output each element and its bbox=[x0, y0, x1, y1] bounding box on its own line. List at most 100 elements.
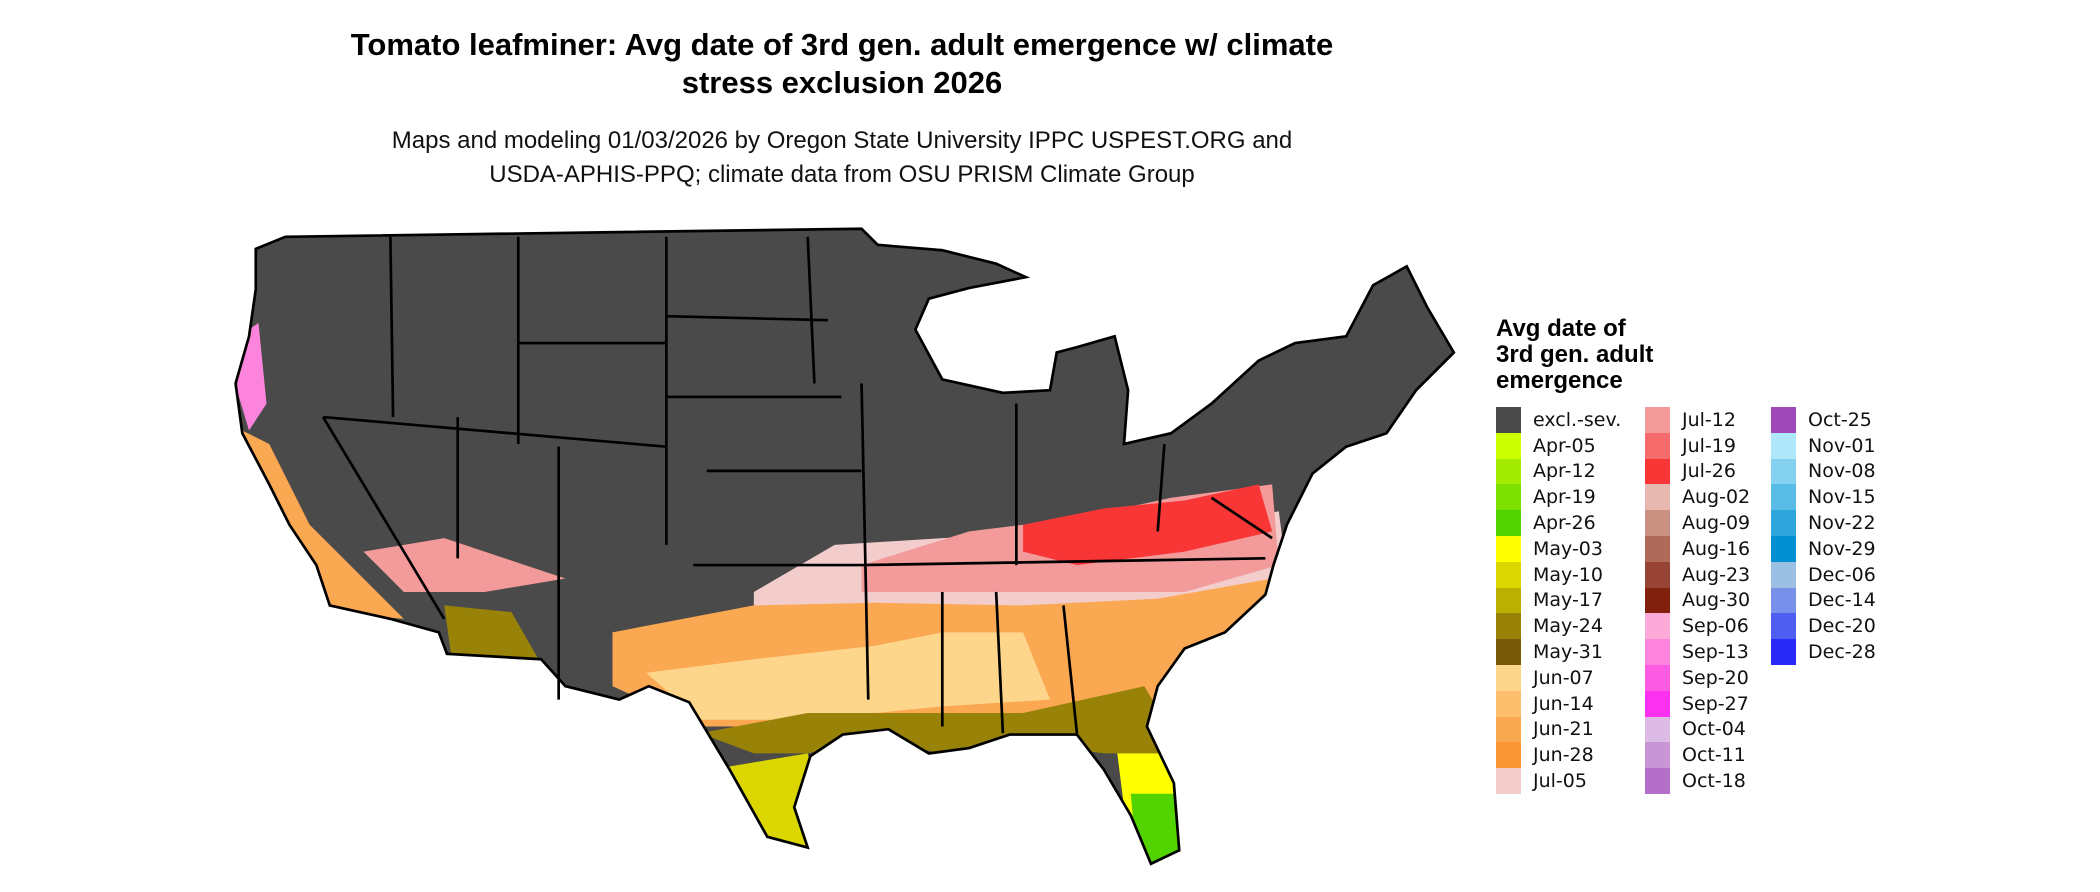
map-title-line-1: Tomato leafminer: Avg date of 3rd gen. a… bbox=[350, 27, 1334, 62]
legend-item: May-17 bbox=[1496, 587, 1621, 614]
legend-swatch bbox=[1645, 716, 1670, 743]
legend-item: Jul-05 bbox=[1496, 768, 1621, 794]
map-subtitle-line-2: USDA-APHIS-PPQ; climate data from OSU PR… bbox=[489, 161, 1195, 188]
legend-label: Jul-12 bbox=[1682, 408, 1736, 431]
legend-swatch bbox=[1645, 664, 1670, 691]
map-subtitle: Maps and modeling 01/03/2026 by Oregon S… bbox=[0, 124, 1684, 192]
legend-label: Aug-16 bbox=[1682, 537, 1751, 560]
legend-label: Apr-26 bbox=[1533, 512, 1596, 535]
legend-swatch bbox=[1645, 768, 1670, 794]
legend-label: Aug-02 bbox=[1682, 486, 1751, 509]
legend-item: excl.-sev. bbox=[1496, 407, 1621, 433]
legend-label: Sep-13 bbox=[1682, 641, 1749, 664]
legend-label: Aug-09 bbox=[1682, 512, 1751, 535]
legend-label: Jul-05 bbox=[1533, 770, 1587, 793]
map-subtitle-line-1: Maps and modeling 01/03/2026 by Oregon S… bbox=[391, 127, 1293, 154]
legend-label: Aug-30 bbox=[1682, 589, 1751, 612]
legend-swatch bbox=[1645, 484, 1670, 511]
map-title: Tomato leafminer: Avg date of 3rd gen. a… bbox=[0, 26, 1684, 102]
legend-swatch bbox=[1496, 484, 1521, 511]
legend-item: Nov-08 bbox=[1771, 458, 1876, 485]
legend-swatch bbox=[1645, 742, 1670, 769]
zone-sw-desert bbox=[444, 605, 539, 660]
legend-swatch bbox=[1496, 639, 1521, 665]
legend-item: Aug-16 bbox=[1645, 535, 1751, 562]
legend-swatch bbox=[1496, 407, 1521, 433]
legend-swatch bbox=[1496, 587, 1521, 614]
legend-label: Apr-12 bbox=[1533, 460, 1596, 483]
legend-title: Avg date of 3rd gen. adult emergence bbox=[1496, 316, 1653, 394]
legend-swatch bbox=[1496, 768, 1521, 794]
legend-item: Nov-15 bbox=[1771, 484, 1876, 511]
legend-swatch bbox=[1496, 510, 1521, 536]
legend-label: Jun-21 bbox=[1533, 718, 1594, 741]
legend-label: May-31 bbox=[1533, 641, 1603, 664]
state-borders bbox=[234, 227, 1456, 866]
legend-item: May-31 bbox=[1496, 639, 1621, 665]
legend-item: Jun-28 bbox=[1496, 742, 1621, 769]
legend-label: Nov-22 bbox=[1808, 512, 1876, 535]
legend-item: Aug-23 bbox=[1645, 561, 1751, 588]
legend-swatch bbox=[1771, 613, 1796, 640]
legend-label: May-03 bbox=[1533, 537, 1603, 560]
legend-swatch bbox=[1496, 742, 1521, 769]
legend-label: excl.-sev. bbox=[1533, 408, 1622, 431]
legend-item: Sep-06 bbox=[1645, 613, 1750, 640]
legend-swatch bbox=[1771, 535, 1796, 562]
legend-item: Sep-13 bbox=[1645, 639, 1750, 665]
legend-swatch bbox=[1645, 458, 1670, 485]
legend-label: Nov-15 bbox=[1808, 486, 1876, 509]
legend-label: Dec-14 bbox=[1808, 589, 1876, 612]
legend-item: May-03 bbox=[1496, 535, 1621, 562]
legend-column-1: excl.-sev. Apr-05 Apr-12 Apr-19 Apr-26 May-03… bbox=[1496, 407, 1621, 794]
legend-item: Jun-21 bbox=[1496, 716, 1621, 743]
legend-swatch bbox=[1771, 484, 1796, 511]
legend-item: Oct-18 bbox=[1645, 768, 1750, 794]
legend-label: Dec-28 bbox=[1808, 641, 1876, 664]
legend-label: Aug-23 bbox=[1682, 563, 1751, 586]
legend-item: Apr-26 bbox=[1496, 510, 1621, 536]
legend-item: Oct-11 bbox=[1645, 742, 1750, 769]
legend-item: Jul-12 bbox=[1645, 407, 1750, 433]
legend-label: Apr-19 bbox=[1533, 486, 1596, 509]
legend-label: Oct-04 bbox=[1682, 718, 1746, 741]
legend-swatch bbox=[1771, 458, 1796, 485]
legend-label: Sep-06 bbox=[1682, 615, 1749, 638]
legend-label: Nov-29 bbox=[1808, 537, 1876, 560]
legend-label: Jun-07 bbox=[1533, 666, 1594, 689]
legend-title-line-3: emergence bbox=[1496, 367, 1623, 394]
legend-item: Oct-25 bbox=[1771, 407, 1876, 433]
legend-item: Oct-04 bbox=[1645, 716, 1750, 743]
legend-item: Aug-09 bbox=[1645, 510, 1750, 536]
legend-swatch bbox=[1771, 561, 1796, 588]
legend-title-line-2: 3rd gen. adult bbox=[1496, 341, 1654, 368]
legend-column-3: Oct-25 Nov-01 Nov-08 Nov-15 Nov-22 Nov-29 Dec-… bbox=[1771, 407, 1876, 665]
legend-label: Jul-19 bbox=[1682, 434, 1736, 457]
legend-label: Oct-11 bbox=[1682, 744, 1746, 767]
legend-item: Nov-22 bbox=[1771, 510, 1876, 536]
legend-swatch bbox=[1645, 690, 1670, 717]
legend-item: Jul-26 bbox=[1645, 458, 1750, 485]
legend-item: Dec-28 bbox=[1771, 639, 1876, 665]
map-title-line-2: stress exclusion 2026 bbox=[681, 65, 1003, 100]
legend-item: Jul-19 bbox=[1645, 432, 1750, 459]
legend-swatch bbox=[1771, 587, 1796, 614]
legend-swatch bbox=[1496, 458, 1521, 485]
legend-item: Jun-07 bbox=[1496, 664, 1621, 691]
legend-label: Nov-08 bbox=[1808, 460, 1876, 483]
legend-swatch bbox=[1645, 510, 1670, 536]
legend-swatch bbox=[1645, 535, 1670, 562]
legend-swatch bbox=[1771, 510, 1796, 536]
legend-swatch bbox=[1496, 561, 1521, 588]
legend-label: May-24 bbox=[1533, 615, 1603, 638]
legend-label: Dec-20 bbox=[1808, 615, 1876, 638]
legend-swatch bbox=[1771, 432, 1796, 459]
zone-jul-26 bbox=[1023, 484, 1273, 566]
legend-swatch bbox=[1771, 639, 1796, 665]
legend-swatch bbox=[1496, 690, 1521, 717]
legend-label: Jun-14 bbox=[1533, 692, 1594, 715]
legend-item: Aug-30 bbox=[1645, 587, 1751, 614]
legend-title-line-1: Avg date of bbox=[1496, 315, 1626, 342]
zone-sw-orange bbox=[363, 538, 566, 592]
legend-item: Apr-12 bbox=[1496, 458, 1621, 485]
